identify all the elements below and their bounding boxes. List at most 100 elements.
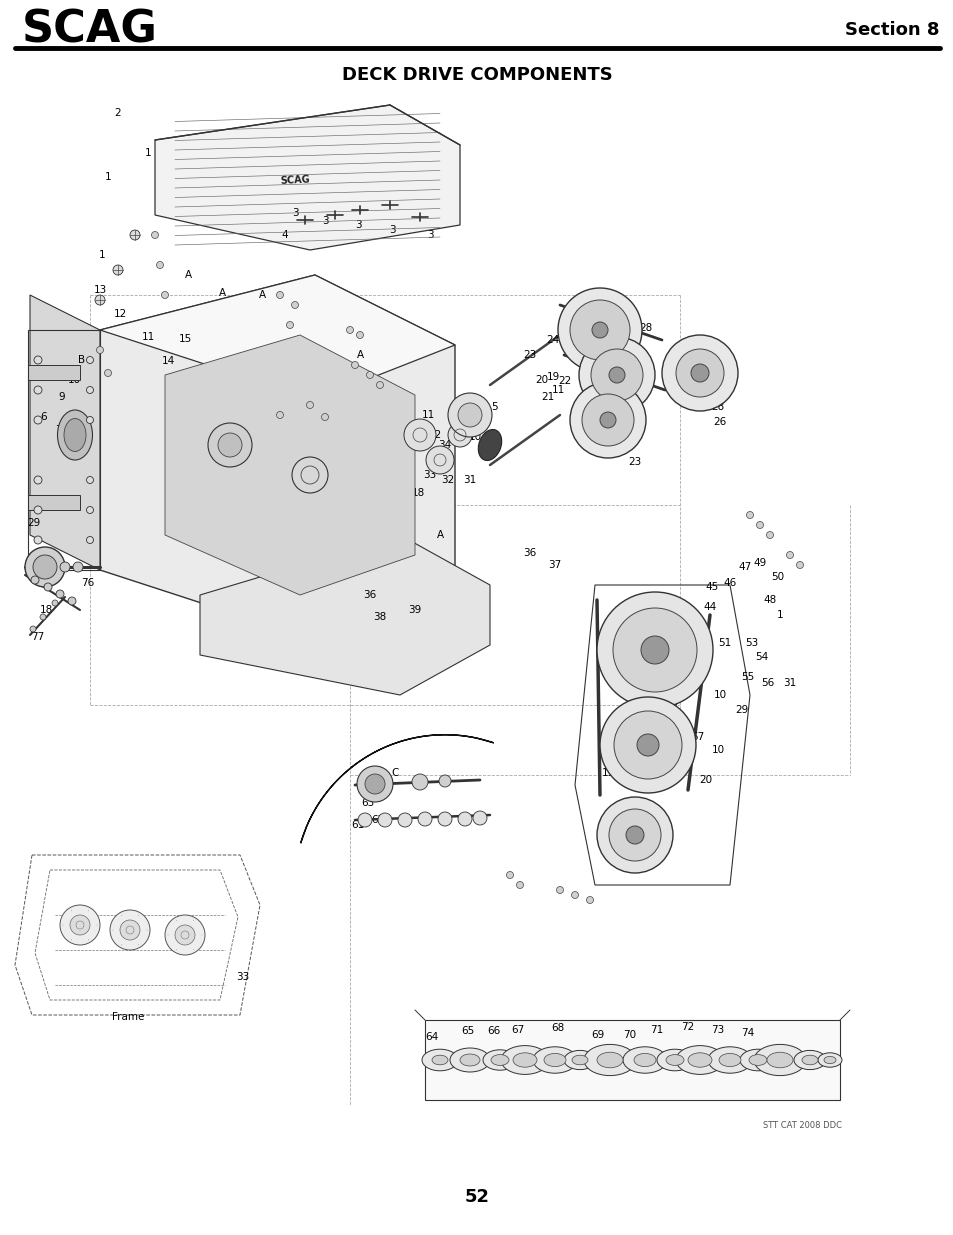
Ellipse shape [432,1055,448,1065]
Circle shape [87,536,93,543]
Text: 35: 35 [438,454,451,466]
Ellipse shape [707,1047,751,1073]
Circle shape [412,774,428,790]
Text: 15: 15 [178,333,192,345]
Ellipse shape [583,1045,636,1076]
Circle shape [506,872,513,878]
Text: 26: 26 [583,320,596,330]
Text: 14: 14 [161,356,174,366]
Text: 60: 60 [615,768,628,778]
Text: 75: 75 [338,515,352,525]
Circle shape [351,362,358,368]
Circle shape [286,321,294,329]
Text: 55: 55 [740,672,754,682]
Polygon shape [154,105,459,249]
Circle shape [30,626,36,632]
Circle shape [165,915,205,955]
Text: A: A [258,290,265,300]
Polygon shape [30,295,100,571]
Ellipse shape [500,1046,548,1074]
Ellipse shape [801,1055,817,1065]
Text: Section 8: Section 8 [844,21,939,40]
Circle shape [276,291,283,299]
Ellipse shape [817,1052,841,1067]
Text: 12: 12 [113,309,127,319]
Text: 10: 10 [713,690,726,700]
Circle shape [356,331,363,338]
Text: 2: 2 [114,107,121,119]
Circle shape [87,357,93,363]
Ellipse shape [572,1055,587,1065]
Text: 37: 37 [548,559,561,571]
Circle shape [581,394,634,446]
Circle shape [365,774,385,794]
Text: 19: 19 [664,372,678,382]
Circle shape [60,562,70,572]
Text: 8: 8 [74,430,81,440]
Text: 19: 19 [413,420,426,430]
Circle shape [608,367,624,383]
Text: 66: 66 [487,1026,500,1036]
Text: 29: 29 [704,372,718,382]
Circle shape [376,382,383,389]
Circle shape [346,326,354,333]
Text: 52: 52 [464,1188,489,1207]
Text: 5: 5 [491,403,497,412]
Circle shape [625,826,643,844]
Circle shape [637,734,659,756]
Text: 20: 20 [535,375,548,385]
Text: 34: 34 [401,462,415,472]
Text: SCAG: SCAG [279,174,310,185]
Ellipse shape [823,1056,835,1063]
Polygon shape [100,275,455,640]
Circle shape [597,797,672,873]
Text: A: A [184,270,192,280]
Ellipse shape [57,410,92,459]
Circle shape [592,322,607,338]
Text: 28: 28 [711,403,724,412]
Text: 77: 77 [31,632,45,642]
Circle shape [377,813,392,827]
Text: 36: 36 [363,590,376,600]
Ellipse shape [622,1047,666,1073]
Text: 33: 33 [236,972,250,982]
Text: 31: 31 [463,475,476,485]
Text: 30: 30 [684,372,698,382]
Ellipse shape [459,1053,479,1066]
Text: 11: 11 [141,332,154,342]
Ellipse shape [719,1053,740,1067]
Text: 1: 1 [776,610,782,620]
Circle shape [578,337,655,412]
Text: 52: 52 [699,635,712,645]
Text: 59: 59 [640,776,654,785]
Ellipse shape [597,1052,622,1068]
Circle shape [34,506,42,514]
Ellipse shape [793,1051,825,1070]
Text: 62: 62 [371,815,384,825]
Circle shape [130,230,140,240]
Text: 7: 7 [54,425,61,435]
Text: B: B [198,408,205,417]
Polygon shape [28,495,80,510]
Text: 51: 51 [718,638,731,648]
Text: D: D [233,466,242,475]
Text: 46: 46 [722,578,736,588]
Text: C: C [236,445,243,454]
Text: 24: 24 [546,335,559,345]
Text: 27: 27 [608,312,621,322]
Text: 10: 10 [218,430,232,440]
Circle shape [756,521,762,529]
Circle shape [417,811,432,826]
Circle shape [34,356,42,364]
Text: 19: 19 [358,475,372,487]
Polygon shape [200,535,490,695]
Text: 22: 22 [428,430,441,440]
Text: 29: 29 [28,517,41,529]
Circle shape [437,811,452,826]
Text: 33: 33 [423,471,436,480]
Text: 36: 36 [523,548,536,558]
Text: 65: 65 [461,1026,475,1036]
Circle shape [56,590,64,598]
Ellipse shape [657,1050,692,1071]
Circle shape [70,915,90,935]
